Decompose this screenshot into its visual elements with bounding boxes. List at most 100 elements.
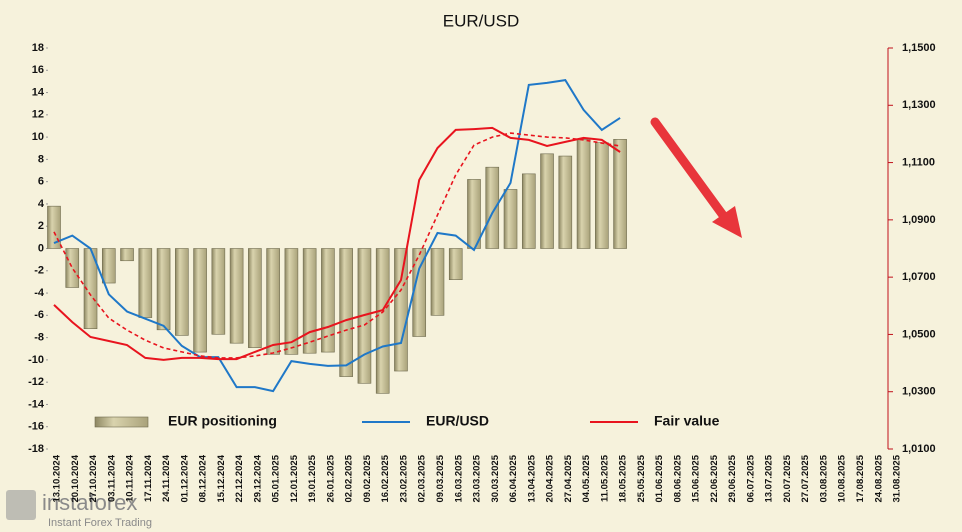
y-tick-label: -16	[28, 421, 44, 433]
dashed-line	[53, 132, 621, 359]
x-tick-label: 16.03.2025	[453, 454, 464, 502]
bar	[321, 248, 335, 353]
x-tick-label: 03.08.2025	[818, 454, 829, 502]
line	[53, 126, 621, 361]
x-tick-label: 06.07.2025	[745, 454, 756, 502]
trend-arrow-head	[712, 206, 742, 238]
bar	[156, 248, 171, 331]
x-tick-label: 27.07.2025	[800, 454, 811, 502]
bar	[138, 248, 153, 318]
x-tick-label: 25.05.2025	[636, 454, 647, 502]
x-tick-label: 02.03.2025	[417, 454, 428, 502]
x-tick-label: 02.02.2025	[344, 454, 355, 502]
bar	[302, 248, 317, 354]
x-tick-label: 23.03.2025	[472, 454, 483, 502]
x-tick-label: 04.05.2025	[581, 454, 592, 502]
watermark-brand: instaforex	[42, 490, 137, 515]
x-tick-label: 10.11.2024	[125, 454, 136, 502]
x-tick-label: 22.06.2025	[709, 454, 720, 502]
x-tick-label: 27.04.2025	[563, 454, 574, 502]
y-tick-label: -18	[28, 443, 44, 455]
bar	[120, 248, 134, 262]
y-tick-label: -8	[34, 332, 44, 344]
bar	[558, 155, 573, 249]
bar	[467, 179, 481, 249]
bar	[430, 248, 445, 316]
y-tick-label: -12	[28, 376, 44, 388]
bar	[394, 248, 408, 372]
x-tick-label: 13.07.2025	[764, 454, 775, 502]
x-tick-label: 24.11.2024	[161, 454, 172, 502]
x-tick-label: 01.06.2025	[654, 454, 665, 502]
x-tick-label: 23.02.2025	[398, 454, 409, 502]
x-tick-label: 18.05.2025	[618, 454, 629, 502]
bar	[47, 205, 61, 249]
y-tick-label: 6	[38, 176, 44, 188]
y-tick-label: 14	[32, 86, 45, 98]
x-tick-label: 13.04.2025	[526, 454, 537, 502]
y-tick-label: -6	[34, 309, 44, 321]
y-tick-label: -10	[28, 354, 44, 366]
bar	[576, 139, 591, 249]
x-tick-label: 15.12.2024	[216, 454, 227, 502]
bar	[540, 153, 554, 249]
y2-tick-label: 1,1500	[902, 42, 936, 54]
x-tick-label: 05.01.2025	[271, 454, 282, 502]
y-tick-label: 10	[32, 131, 44, 143]
bar	[595, 142, 609, 249]
bar	[175, 248, 189, 336]
y2-tick-label: 1,0700	[902, 271, 936, 283]
x-tick-label: 17.08.2025	[855, 454, 866, 502]
chart-title: EUR/USD	[443, 11, 520, 30]
x-tick-label: 22.12.2024	[234, 454, 245, 502]
bar	[503, 189, 518, 249]
x-tick-label: 12.01.2025	[289, 454, 300, 502]
x-tick-label: 29.06.2025	[727, 454, 738, 502]
y2-tick-label: 1,1100	[902, 156, 935, 168]
bar	[339, 248, 353, 377]
y-tick-label: 4	[38, 198, 45, 210]
x-tick-label: 16.02.2025	[380, 454, 391, 502]
x-tick-label: 20.10.2024	[70, 454, 81, 502]
x-tick-label: 08.12.2024	[198, 454, 209, 502]
x-tick-label: 20.04.2025	[545, 454, 556, 502]
x-tick-label: 27.10.2024	[88, 454, 99, 502]
y-tick-label: -4	[34, 287, 45, 299]
bar	[101, 248, 116, 284]
x-tick-label: 09.03.2025	[435, 454, 446, 502]
bar	[375, 248, 390, 394]
y2-tick-label: 1,0500	[902, 328, 936, 340]
legend-swatch	[94, 416, 149, 428]
y-tick-label: 16	[32, 64, 44, 76]
y-tick-label: 12	[32, 109, 44, 121]
x-tick-label: 06.04.2025	[508, 454, 519, 502]
line	[53, 79, 621, 393]
bar	[284, 248, 299, 355]
x-tick-label: 10.08.2025	[837, 454, 848, 502]
x-tick-label: 08.06.2025	[672, 454, 683, 502]
watermark: instaforex Instant Forex Trading	[6, 490, 152, 529]
y-tick-label: 18	[32, 42, 44, 54]
x-tick-label: 26.01.2025	[325, 454, 336, 502]
bar	[229, 248, 244, 344]
x-tick-label: 31.08.2025	[892, 454, 903, 502]
trend-arrow	[650, 117, 730, 223]
x-tick-label: 19.01.2025	[307, 454, 318, 502]
x-tick-label: 15.06.2025	[691, 454, 702, 502]
legend-label: EUR/USD	[426, 413, 489, 429]
x-tick-label: 11.05.2025	[599, 454, 610, 502]
y2-tick-label: 1,0100	[902, 443, 936, 455]
x-tick-label: 24.08.2025	[873, 454, 884, 502]
y2-tick-label: 1,0900	[902, 214, 936, 226]
x-tick-label: 29.12.2024	[252, 454, 263, 502]
bar	[65, 248, 80, 288]
y2-tick-label: 1,0300	[902, 386, 936, 398]
x-tick-label: 30.03.2025	[490, 454, 501, 502]
x-tick-label: 20.07.2025	[782, 454, 793, 502]
y-tick-label: 0	[38, 242, 44, 254]
bar	[193, 248, 207, 353]
legend-label: EUR positioning	[168, 413, 277, 429]
y-tick-label: -14	[28, 398, 45, 410]
x-tick-label: 01.12.2024	[179, 454, 190, 502]
